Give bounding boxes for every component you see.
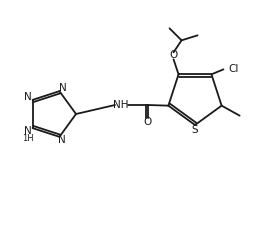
Text: NH: NH — [113, 100, 129, 110]
Text: O: O — [169, 50, 178, 60]
Text: N: N — [58, 135, 65, 145]
Text: N: N — [24, 126, 32, 136]
Text: N: N — [24, 92, 32, 102]
Text: O: O — [144, 117, 152, 127]
Text: Cl: Cl — [228, 64, 239, 74]
Text: S: S — [192, 125, 198, 135]
Text: 1H: 1H — [22, 134, 33, 143]
Text: N: N — [59, 83, 66, 93]
